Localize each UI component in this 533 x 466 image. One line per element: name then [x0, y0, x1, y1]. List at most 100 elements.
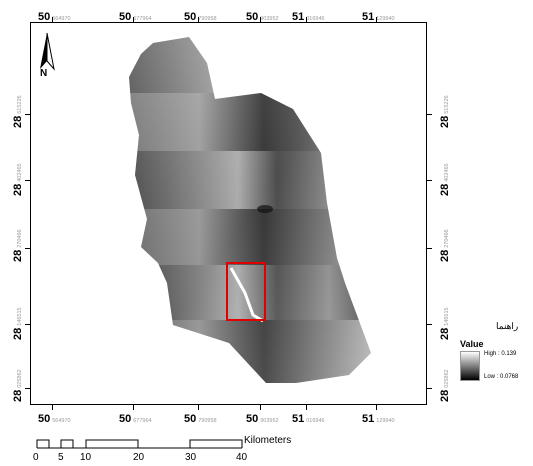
graticule-tick: [25, 180, 30, 181]
graticule-fraction: 270466: [444, 229, 450, 248]
graticule-label-bottom: 50 677964: [119, 410, 152, 426]
graticule-degrees: 28: [439, 183, 451, 196]
graticule-label-bottom: 51 129940: [362, 410, 395, 426]
graticule-fraction: 016946: [306, 16, 325, 22]
graticule-degrees: 50: [38, 413, 51, 425]
graticule-label-top: 50 903952: [246, 8, 279, 24]
graticule-degrees: 50: [184, 11, 197, 23]
graticule-label-top: 50 790958: [184, 8, 217, 24]
graticule-degrees: 28: [439, 115, 451, 128]
graticule-label-bottom: 50 903952: [246, 410, 279, 426]
graticule-degrees: 28: [12, 115, 24, 128]
legend-low-label: Low : 0.0768: [484, 374, 519, 380]
study-area-box: [226, 262, 266, 321]
scale-bar-tick-label: 20: [133, 452, 145, 463]
graticule-degrees: 28: [12, 183, 24, 196]
graticule-fraction: 129940: [376, 16, 395, 22]
graticule-tick: [133, 17, 134, 22]
graticule-tick: [306, 405, 307, 410]
graticule-fraction: 790958: [198, 16, 217, 22]
graticule-fraction: 515226: [17, 95, 23, 114]
graticule-degrees: 50: [184, 413, 197, 425]
graticule-tick: [25, 248, 30, 249]
graticule-tick: [306, 17, 307, 22]
graticule-label-left: 28402465: [9, 163, 25, 196]
map-frame: N: [30, 22, 427, 405]
graticule-fraction: 129940: [376, 418, 395, 424]
graticule-label-left: 28146515: [9, 307, 25, 340]
graticule-degrees: 51: [292, 11, 305, 23]
graticule-tick: [52, 405, 53, 410]
graticule-label-bottom: 50 564970: [38, 410, 71, 426]
graticule-label-top: 50 564970: [38, 8, 71, 24]
graticule-degrees: 51: [362, 11, 375, 23]
graticule-tick: [25, 388, 30, 389]
map-canvas: [40, 32, 371, 383]
graticule-degrees: 50: [119, 413, 132, 425]
scale-bar-unit: Kilometers: [244, 435, 292, 446]
graticule-tick: [25, 114, 30, 115]
graticule-tick: [260, 17, 261, 22]
graticule-label-left: 28270466: [9, 229, 25, 262]
graticule-degrees: 28: [12, 249, 24, 262]
graticule-fraction: 677964: [133, 16, 152, 22]
graticule-label-right: 28402465: [436, 163, 452, 196]
graticule-label-top: 51 129940: [362, 8, 395, 24]
scale-bar-tick-label: 10: [80, 452, 92, 463]
graticule-label-top: 51 016946: [292, 8, 325, 24]
graticule-tick: [198, 405, 199, 410]
graticule-fraction: 146515: [17, 307, 23, 326]
graticule-tick: [427, 388, 432, 389]
graticule-degrees: 50: [246, 11, 259, 23]
legend: راهنما Value High : 0.139 Low : 0.0768: [440, 318, 533, 388]
graticule-fraction: 270466: [17, 229, 23, 248]
raster-image: [129, 37, 371, 383]
legend-title: راهنما: [496, 321, 519, 331]
graticule-fraction: 016946: [306, 418, 325, 424]
graticule-fraction: 677964: [133, 418, 152, 424]
graticule-fraction: 025862: [17, 369, 23, 388]
graticule-tick: [427, 180, 432, 181]
graticule-fraction: 515226: [444, 95, 450, 114]
graticule-degrees: 28: [12, 327, 24, 340]
legend-color-ramp: [460, 351, 480, 381]
graticule-tick: [376, 17, 377, 22]
scale-bar-tick-label: 40: [236, 452, 248, 463]
graticule-label-top: 50 677964: [119, 8, 152, 24]
graticule-degrees: 28: [12, 389, 24, 402]
graticule-tick: [427, 114, 432, 115]
graticule-tick: [25, 324, 30, 325]
graticule-fraction: 402465: [444, 163, 450, 182]
graticule-degrees: 28: [439, 249, 451, 262]
graticule-tick: [260, 405, 261, 410]
graticule-fraction: 564970: [52, 418, 71, 424]
scale-bar-tick-label: 5: [58, 452, 64, 463]
scale-bar-tick-label: 30: [185, 452, 197, 463]
graticule-label-bottom: 50 790958: [184, 410, 217, 426]
graticule-fraction: 790958: [198, 418, 217, 424]
graticule-degrees: 50: [38, 11, 51, 23]
graticule-label-right: 28515226: [436, 95, 452, 128]
graticule-degrees: 50: [246, 413, 259, 425]
graticule-fraction: 903952: [260, 418, 279, 424]
legend-value-label: Value: [460, 339, 484, 349]
graticule-tick: [133, 405, 134, 410]
graticule-tick: [427, 324, 432, 325]
graticule-tick: [198, 17, 199, 22]
graticule-label-bottom: 51 016946: [292, 410, 325, 426]
north-arrow-icon: [40, 32, 55, 71]
graticule-tick: [427, 248, 432, 249]
graticule-fraction: 402465: [17, 163, 23, 182]
graticule-degrees: 51: [292, 413, 305, 425]
graticule-fraction: 903952: [260, 16, 279, 22]
graticule-degrees: 51: [362, 413, 375, 425]
graticule-degrees: 28: [439, 389, 451, 402]
graticule-label-right: 28270466: [436, 229, 452, 262]
graticule-label-left: 28025862: [9, 369, 25, 402]
graticule-degrees: 50: [119, 11, 132, 23]
scale-bar-tick-label: 0: [33, 452, 39, 463]
graticule-fraction: 564970: [52, 16, 71, 22]
north-label: N: [40, 68, 48, 79]
graticule-tick: [376, 405, 377, 410]
legend-high-label: High : 0.139: [484, 351, 517, 357]
